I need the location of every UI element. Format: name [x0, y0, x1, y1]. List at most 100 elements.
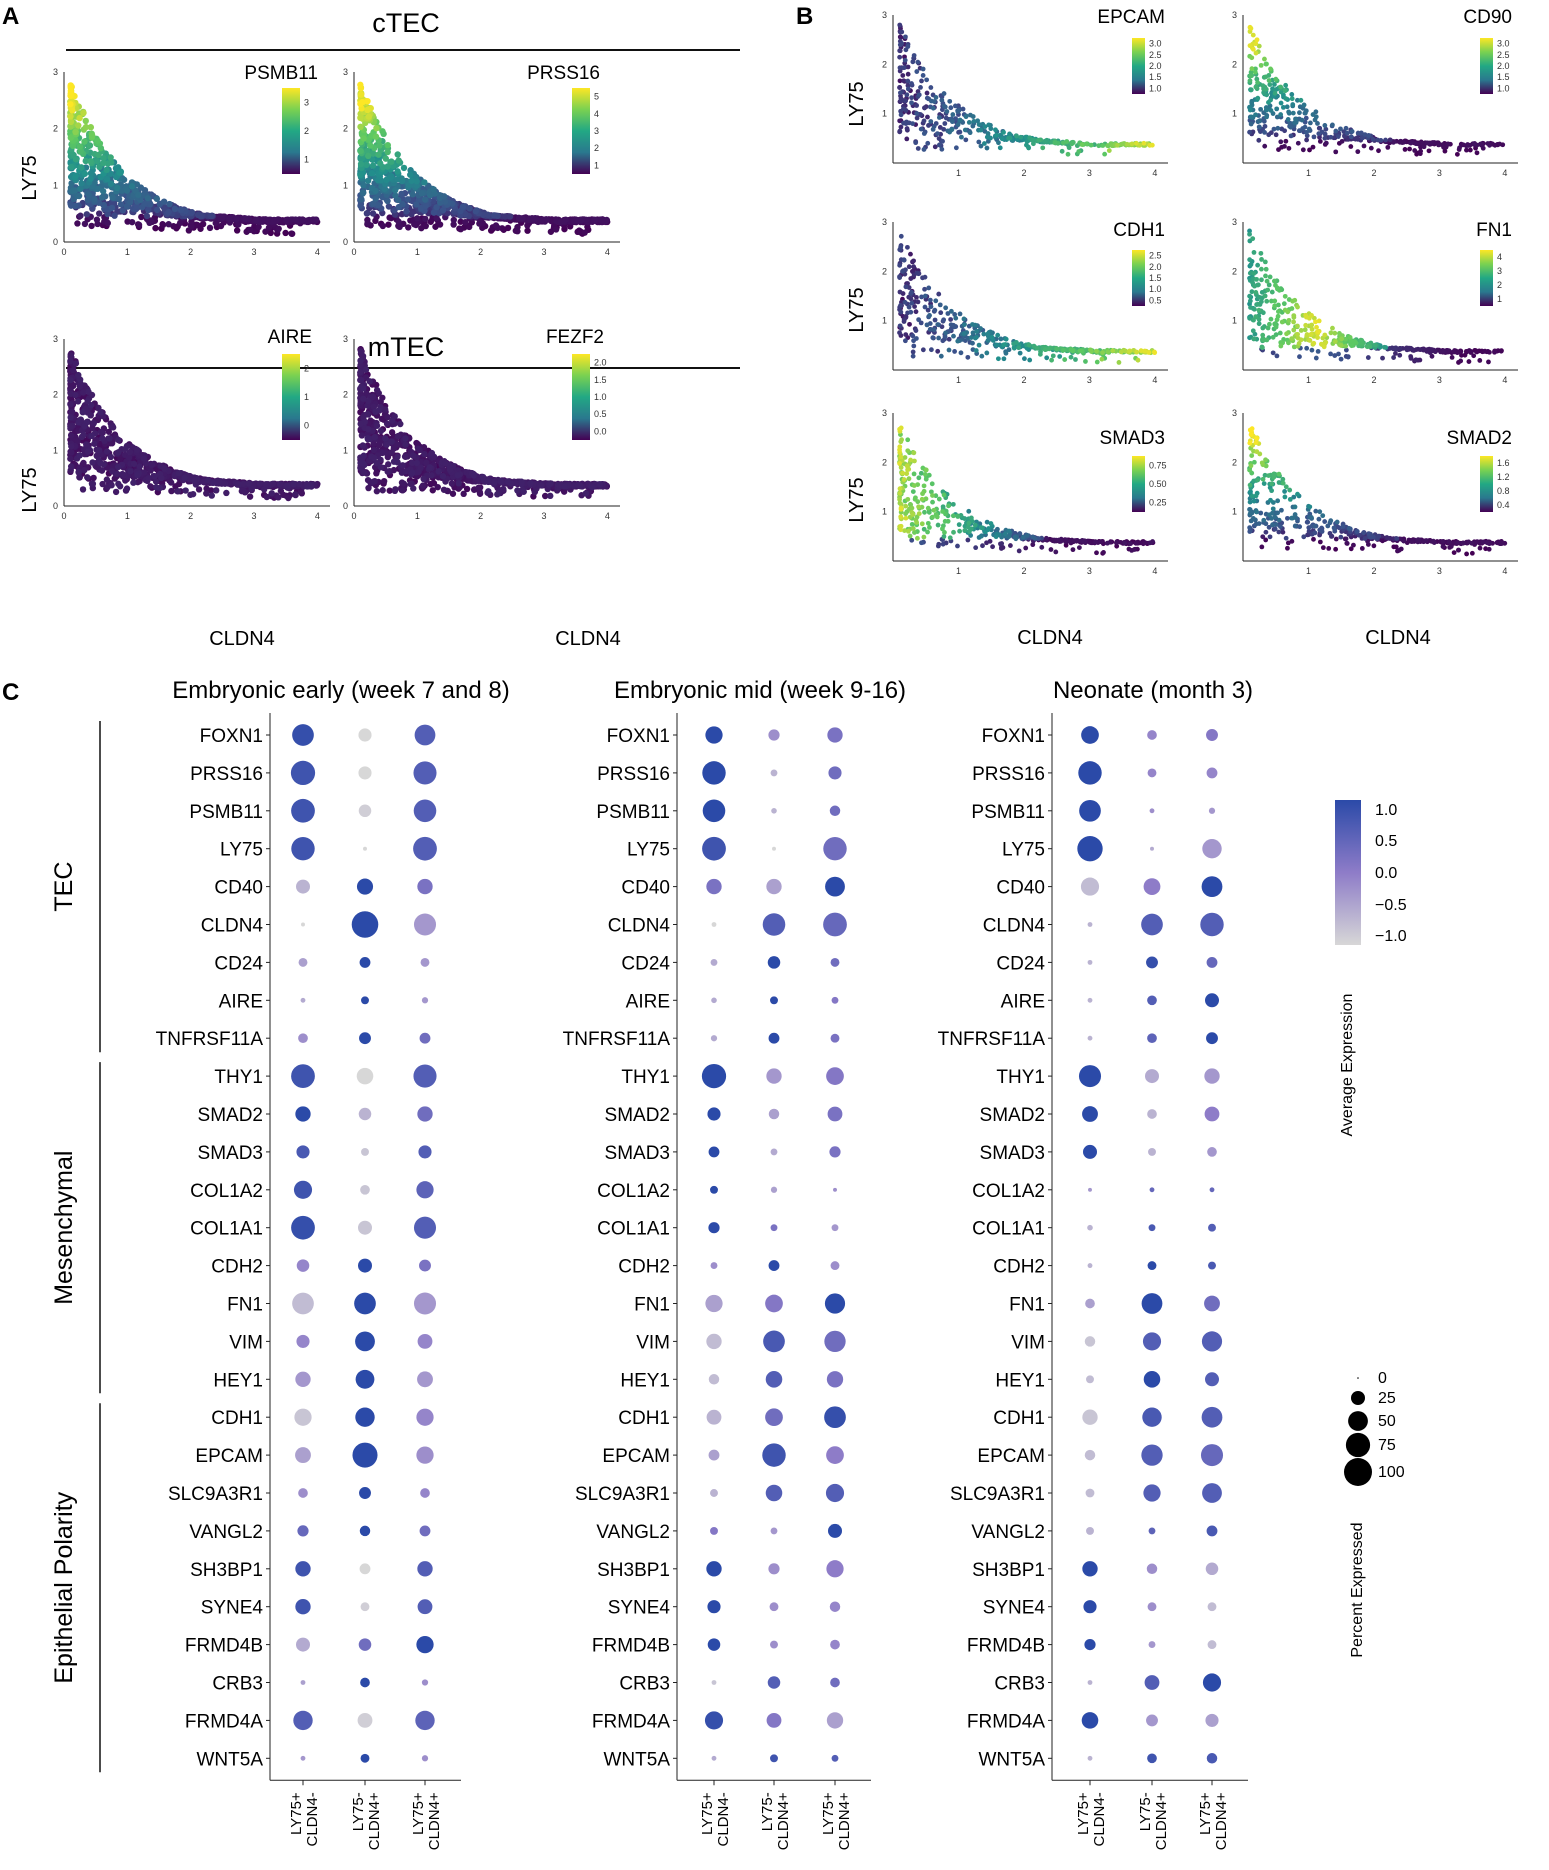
- scatter-point: [75, 419, 82, 426]
- scatter-point: [82, 157, 89, 165]
- scatter-point: [924, 77, 930, 83]
- scatter-point: [368, 170, 376, 177]
- scatter-point: [953, 315, 959, 321]
- scatter-point: [1278, 112, 1284, 117]
- scatter-point: [112, 165, 120, 172]
- scatter-point: [920, 66, 926, 72]
- y-tick-label: 1: [882, 316, 887, 326]
- scatter-point: [976, 122, 982, 127]
- scatter-point: [908, 276, 914, 281]
- scatter-point: [1424, 140, 1430, 146]
- scatter-point: [394, 151, 401, 158]
- scatter-point: [362, 366, 370, 373]
- scatter-point: [396, 223, 403, 231]
- scatter-point: [903, 332, 909, 338]
- scatter-point: [1290, 102, 1296, 107]
- scatter-point: [1266, 132, 1272, 138]
- y-tick-label: 3: [53, 334, 58, 344]
- scatter-point: [902, 98, 908, 104]
- scatter-point: [466, 223, 473, 231]
- scatter-point: [103, 175, 111, 183]
- scatter-point: [935, 348, 941, 354]
- scatter-point: [420, 475, 427, 483]
- scatter-point: [204, 476, 212, 484]
- scatter-point: [999, 136, 1005, 142]
- scatter-point: [951, 333, 956, 339]
- scatter-point: [937, 302, 943, 308]
- y-tick-label: 3: [1232, 10, 1237, 20]
- scatter-point: [561, 483, 568, 490]
- scatter-point: [1304, 137, 1310, 143]
- scatter-point: [87, 158, 94, 165]
- scatter-point: [275, 494, 282, 501]
- scatter-point: [108, 159, 115, 166]
- scatter-point: [941, 126, 947, 132]
- scatter-point: [67, 463, 75, 470]
- scatter-point: [1445, 142, 1450, 147]
- scatter-point: [524, 222, 531, 229]
- scatter-point: [1036, 137, 1042, 143]
- scatter-point: [158, 474, 165, 482]
- scatter-point: [395, 218, 402, 225]
- scatter-point: [909, 100, 914, 106]
- scatter-point: [598, 217, 606, 224]
- scatter-point: [1034, 345, 1040, 351]
- scatter-point: [1383, 137, 1388, 143]
- scatter-point: [72, 391, 79, 399]
- scatter-point: [1070, 140, 1076, 145]
- scatter-point: [515, 214, 523, 222]
- scatter-point: [108, 481, 115, 489]
- scatter-point: [1471, 141, 1477, 147]
- scatter-point: [433, 214, 440, 222]
- scatter-point: [364, 219, 371, 227]
- scatter-point: [932, 307, 938, 313]
- scatter-point: [304, 483, 311, 490]
- scatter-point: [1070, 348, 1076, 354]
- scatter-point: [74, 220, 81, 227]
- scatter-point: [1250, 46, 1256, 52]
- scatter-point: [1115, 142, 1120, 148]
- x-tick-label: 3: [541, 247, 546, 257]
- gene-label: AIRE: [268, 327, 312, 348]
- scatter-point: [398, 190, 405, 198]
- scatter-point: [382, 155, 389, 162]
- scatter-point: [448, 480, 456, 487]
- gene-label: FEZF2: [546, 327, 604, 348]
- scatter-point: [479, 474, 487, 481]
- scatter-point: [939, 97, 945, 103]
- scatter-point: [897, 274, 902, 279]
- scatter-point: [88, 222, 95, 230]
- scatter-point: [384, 461, 392, 468]
- scatter-point: [520, 488, 527, 495]
- scatter-point: [175, 469, 182, 477]
- scatter-point: [928, 119, 934, 124]
- scatter-point: [918, 85, 923, 90]
- colorbar: [282, 88, 300, 174]
- scatter-point: [96, 447, 103, 454]
- scatter-point: [901, 65, 907, 71]
- scatter-point: [963, 137, 969, 143]
- scatter-point: [1408, 140, 1414, 146]
- y-tick-label: 2: [343, 390, 348, 400]
- scatter-point: [918, 126, 924, 132]
- scatter-point: [1094, 359, 1100, 365]
- scatter-point: [1260, 83, 1266, 89]
- panel-b-ylabel-2: LY75: [846, 287, 868, 332]
- scatter-point: [166, 200, 173, 208]
- scatter-point: [905, 44, 911, 49]
- scatter-point: [924, 322, 930, 328]
- scatter-point: [1068, 354, 1074, 360]
- scatter-point: [1262, 123, 1268, 129]
- scatter-point: [1105, 349, 1111, 355]
- scatter-point: [903, 284, 909, 290]
- scatter-point: [253, 217, 260, 224]
- scatter-point: [897, 85, 902, 90]
- scatter-point: [446, 466, 454, 474]
- scatter-point: [911, 258, 916, 264]
- scatter-point: [1262, 143, 1268, 149]
- scatter-point: [78, 180, 85, 187]
- scatter-point: [358, 91, 365, 98]
- colorbar-tick: 1.5: [594, 375, 607, 385]
- scatter-point: [910, 349, 916, 355]
